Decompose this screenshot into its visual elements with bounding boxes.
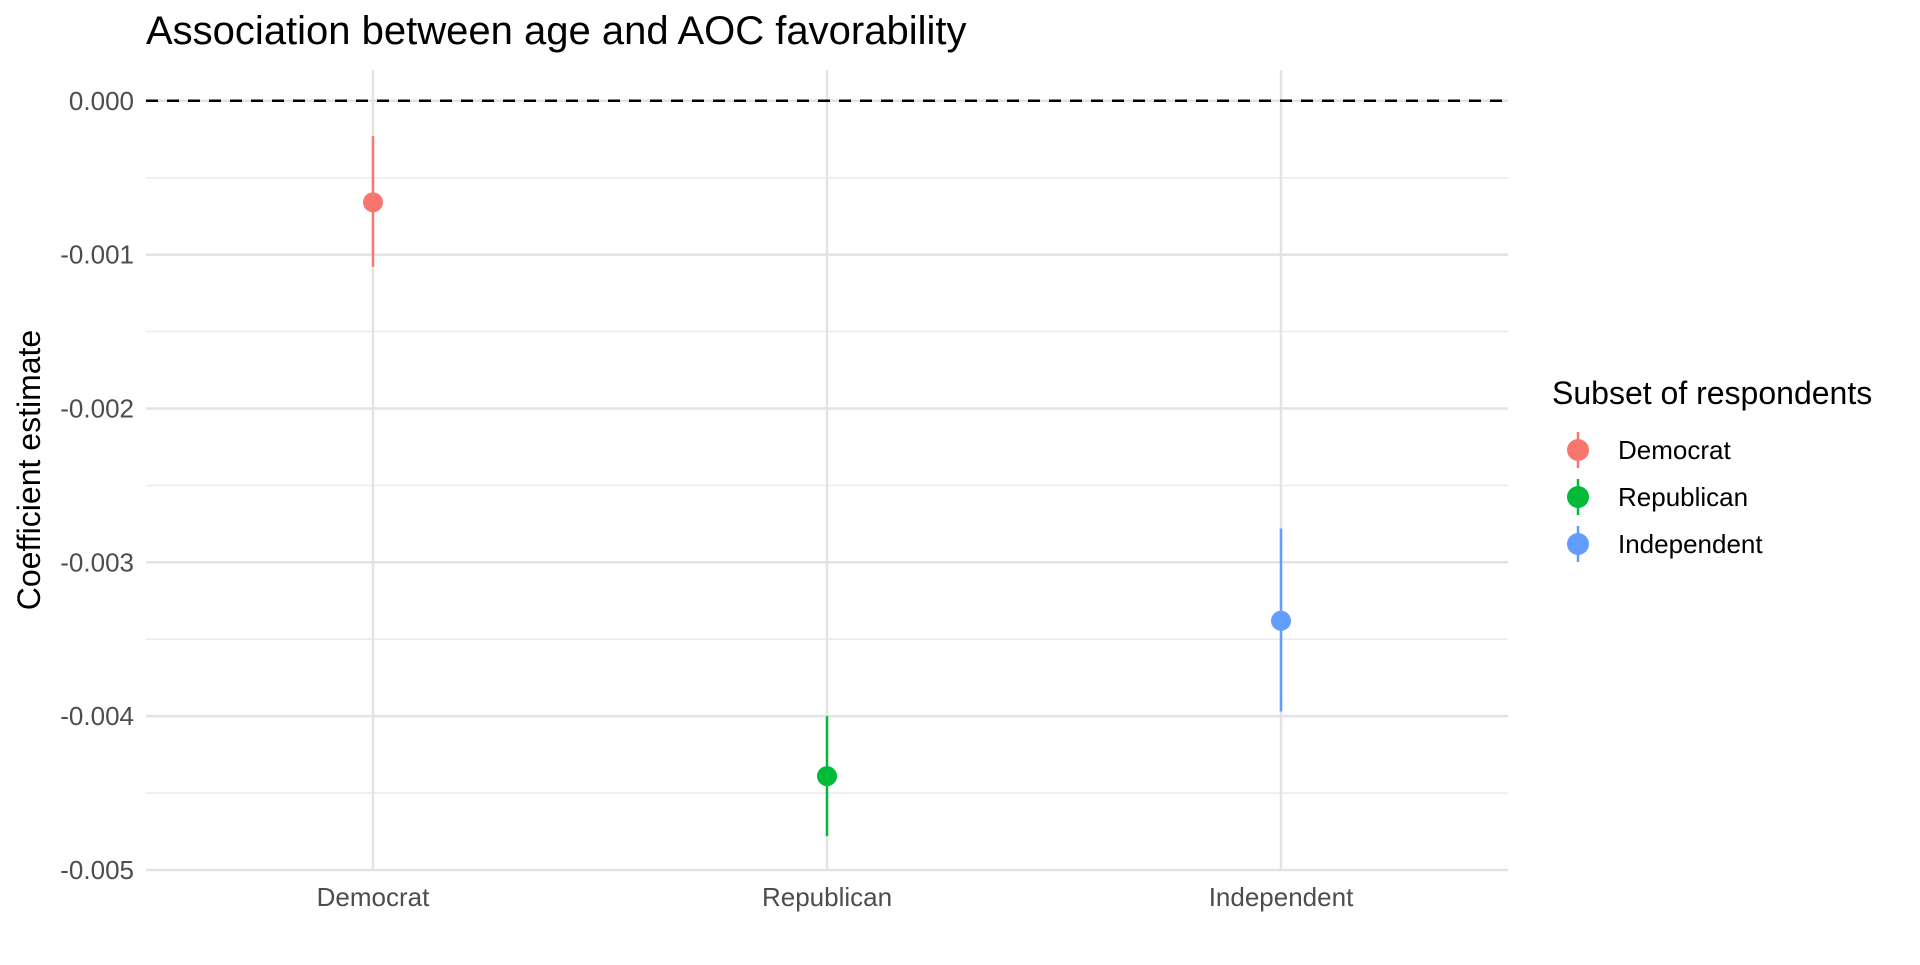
data-layer — [363, 136, 1291, 837]
axis-layer: 0.000 -0.001 -0.002 -0.003 -0.004 -0.005 Democ… — [60, 86, 1354, 912]
legend-key-point — [1567, 533, 1589, 555]
legend-items: Democrat Republican Independent — [1567, 432, 1763, 562]
legend-item-democrat: Democrat — [1567, 432, 1731, 468]
x-tick-label: Republican — [762, 882, 892, 912]
legend-title: Subset of respondents — [1552, 375, 1872, 411]
y-axis-label: Coefficient estimate — [11, 330, 47, 610]
legend-item-republican: Republican — [1567, 479, 1748, 515]
x-tick-label: Democrat — [317, 882, 430, 912]
legend-label: Republican — [1618, 482, 1748, 512]
legend-label: Democrat — [1618, 435, 1731, 465]
legend: Subset of respondents Democrat Republican… — [1552, 375, 1872, 562]
point-republican — [817, 766, 837, 787]
legend-label: Independent — [1618, 529, 1763, 559]
y-tick-label: -0.003 — [60, 547, 134, 577]
legend-key-point — [1567, 486, 1589, 508]
y-tick-label: -0.005 — [60, 855, 134, 885]
legend-item-independent: Independent — [1567, 526, 1763, 562]
y-tick-label: -0.004 — [60, 701, 134, 731]
y-tick-label: -0.001 — [60, 240, 134, 270]
y-tick-label: 0.000 — [69, 86, 134, 116]
chart-title: Association between age and AOC favorabi… — [146, 9, 967, 53]
point-independent — [1271, 610, 1291, 631]
legend-key-point — [1567, 439, 1589, 461]
y-tick-label: -0.002 — [60, 393, 134, 423]
point-democrat — [363, 192, 383, 213]
x-tick-label: Independent — [1209, 882, 1354, 912]
